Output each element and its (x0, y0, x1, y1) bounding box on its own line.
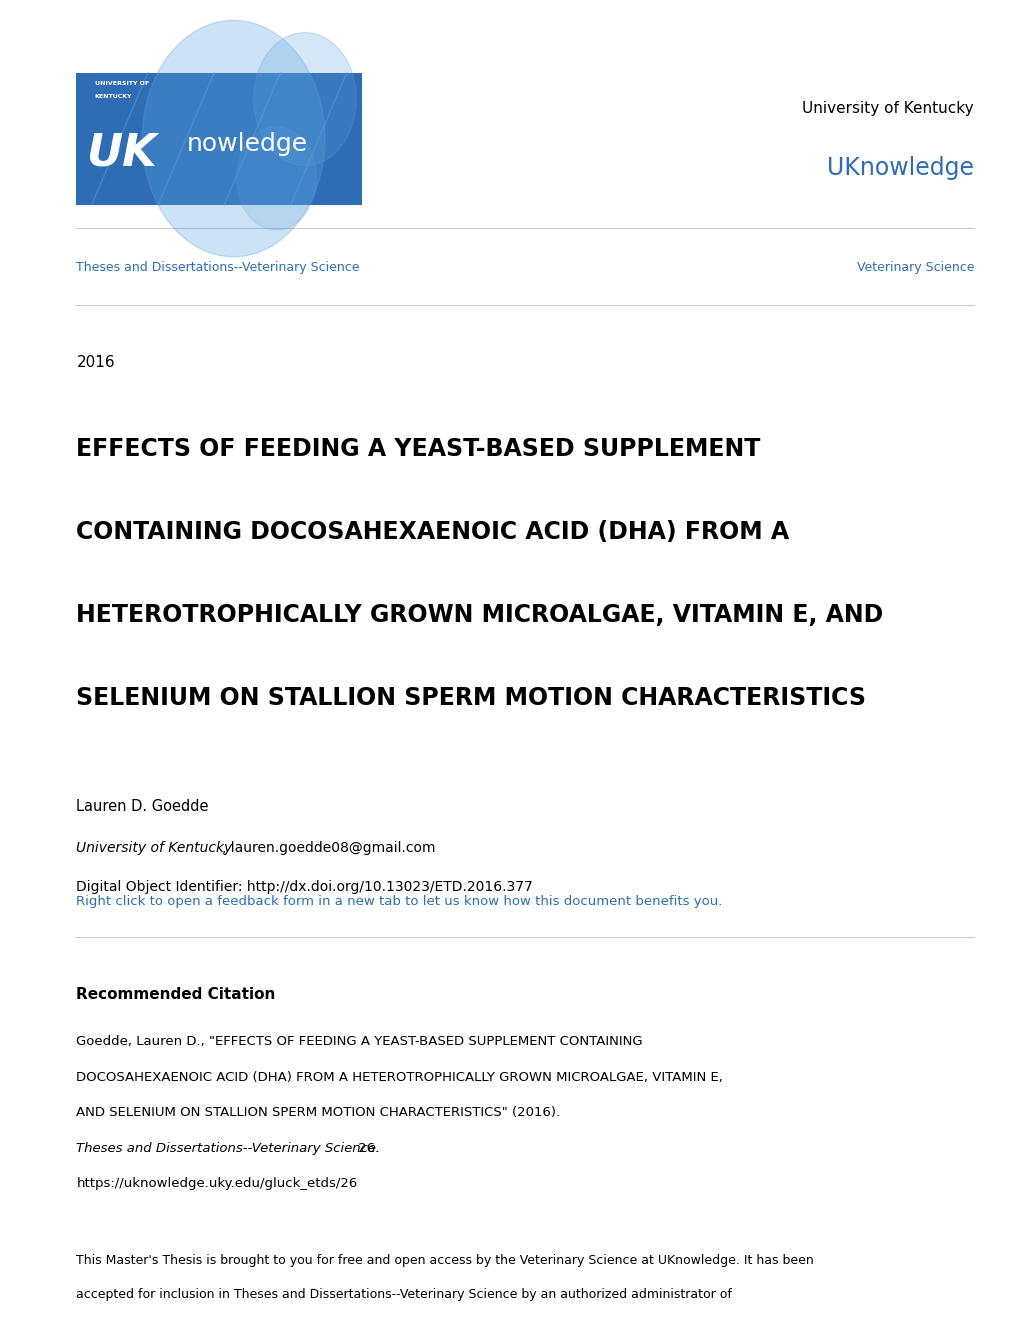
FancyBboxPatch shape (76, 73, 362, 205)
Text: This Master's Thesis is brought to you for free and open access by the Veterinar: This Master's Thesis is brought to you f… (76, 1254, 813, 1267)
Text: UKnowledge: UKnowledge (826, 156, 973, 180)
Text: nowledge: nowledge (186, 132, 308, 156)
Text: SELENIUM ON STALLION SPERM MOTION CHARACTERISTICS: SELENIUM ON STALLION SPERM MOTION CHARAC… (76, 686, 866, 710)
Text: EFFECTS OF FEEDING A YEAST-BASED SUPPLEMENT: EFFECTS OF FEEDING A YEAST-BASED SUPPLEM… (76, 437, 760, 461)
Text: Theses and Dissertations--Veterinary Science: Theses and Dissertations--Veterinary Sci… (76, 261, 360, 275)
Text: Theses and Dissertations--Veterinary Science.: Theses and Dissertations--Veterinary Sci… (76, 1142, 380, 1155)
Text: Recommended Citation: Recommended Citation (76, 987, 275, 1002)
Text: Right click to open a feedback form in a new tab to let us know how this documen: Right click to open a feedback form in a… (76, 895, 722, 908)
Circle shape (142, 20, 325, 257)
Circle shape (254, 33, 356, 165)
Text: CONTAINING DOCOSAHEXAENOIC ACID (DHA) FROM A: CONTAINING DOCOSAHEXAENOIC ACID (DHA) FR… (76, 520, 789, 544)
Circle shape (236, 127, 316, 230)
Text: UNIVERSITY OF: UNIVERSITY OF (95, 81, 149, 86)
Text: accepted for inclusion in Theses and Dissertations--Veterinary Science by an aut: accepted for inclusion in Theses and Dis… (76, 1288, 732, 1302)
Text: AND SELENIUM ON STALLION SPERM MOTION CHARACTERISTICS" (2016).: AND SELENIUM ON STALLION SPERM MOTION CH… (76, 1106, 565, 1119)
Text: Digital Object Identifier: http://dx.doi.org/10.13023/ETD.2016.377: Digital Object Identifier: http://dx.doi… (76, 880, 533, 895)
Text: Goedde, Lauren D., "EFFECTS OF FEEDING A YEAST-BASED SUPPLEMENT CONTAINING: Goedde, Lauren D., "EFFECTS OF FEEDING A… (76, 1035, 643, 1048)
Text: UK: UK (87, 132, 157, 176)
Text: DOCOSAHEXAENOIC ACID (DHA) FROM A HETEROTROPHICALLY GROWN MICROALGAE, VITAMIN E,: DOCOSAHEXAENOIC ACID (DHA) FROM A HETERO… (76, 1071, 722, 1084)
Text: Lauren D. Goedde: Lauren D. Goedde (76, 799, 209, 813)
Text: 26.: 26. (354, 1142, 379, 1155)
Text: HETEROTROPHICALLY GROWN MICROALGAE, VITAMIN E, AND: HETEROTROPHICALLY GROWN MICROALGAE, VITA… (76, 603, 882, 627)
Text: University of Kentucky: University of Kentucky (802, 100, 973, 116)
Text: Veterinary Science: Veterinary Science (856, 261, 973, 275)
Text: University of Kentucky: University of Kentucky (76, 841, 232, 855)
Text: https://uknowledge.uky.edu/gluck_etds/26: https://uknowledge.uky.edu/gluck_etds/26 (76, 1177, 358, 1191)
Text: KENTUCKY: KENTUCKY (95, 94, 132, 99)
Text: , lauren.goedde08@gmail.com: , lauren.goedde08@gmail.com (222, 841, 435, 855)
Text: 2016: 2016 (76, 355, 115, 370)
